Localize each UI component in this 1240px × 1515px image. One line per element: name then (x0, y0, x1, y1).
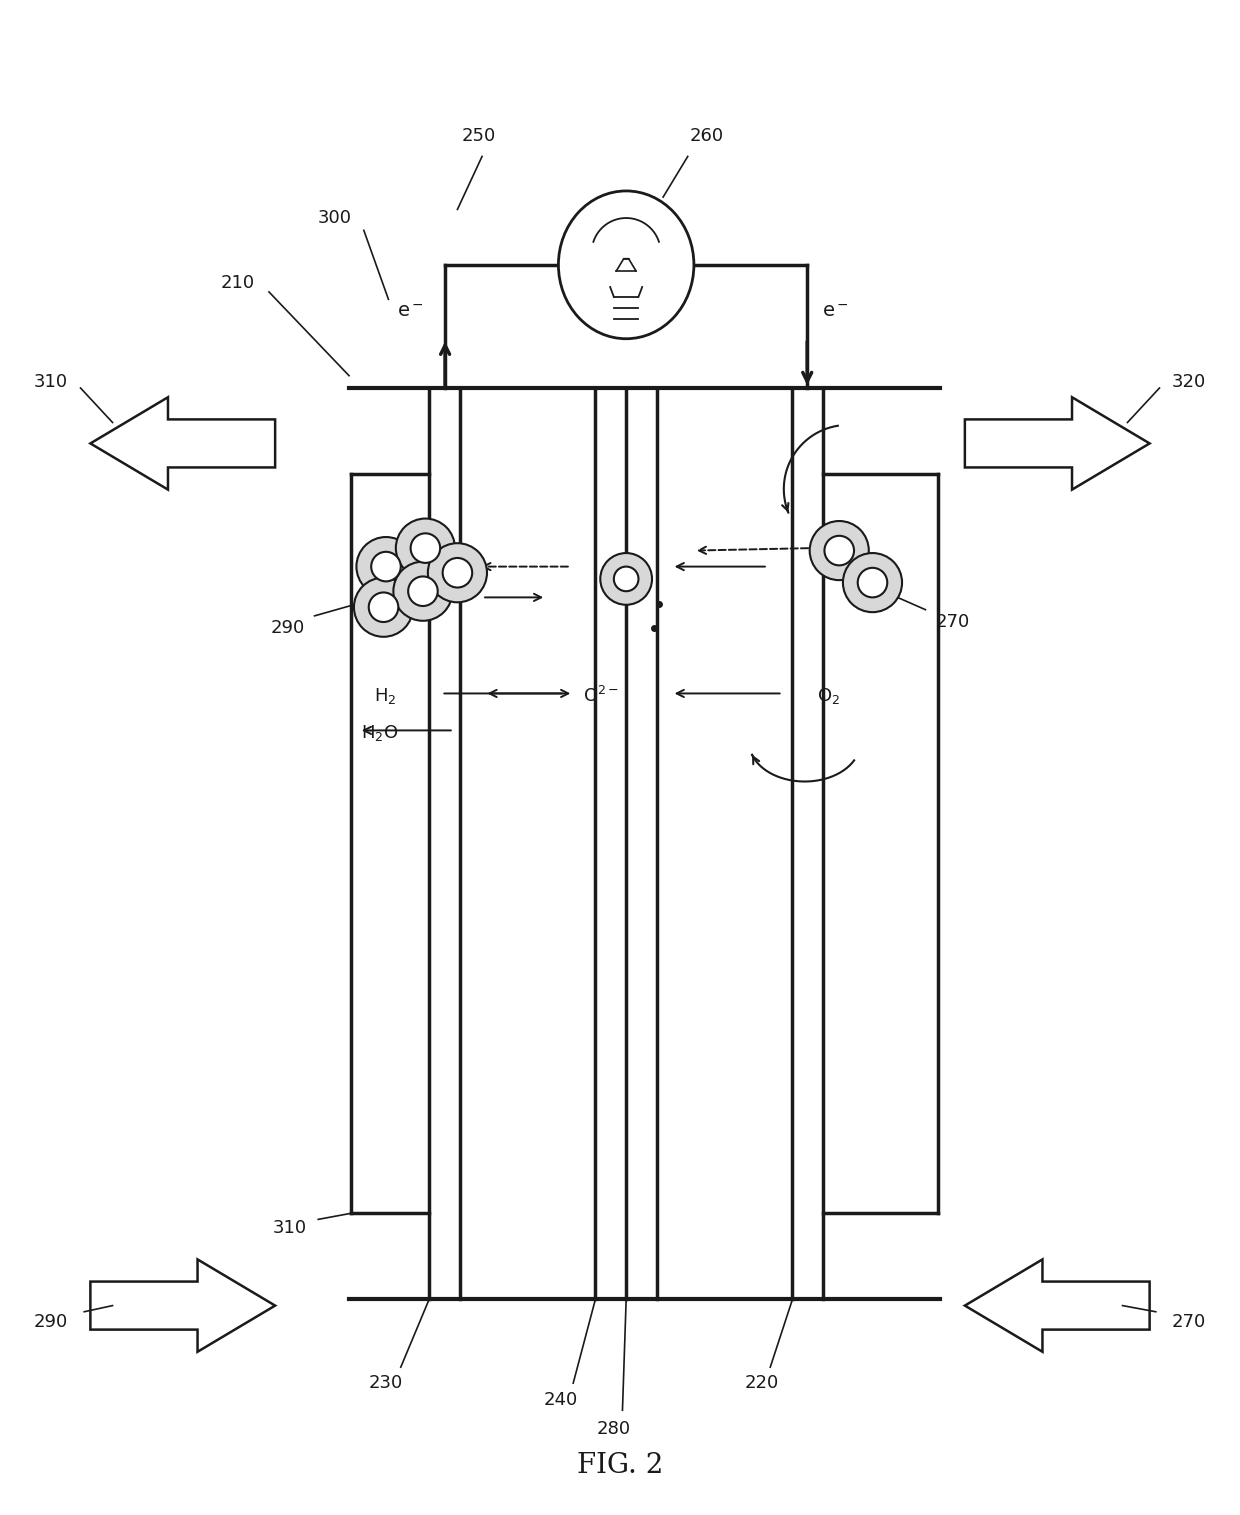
Text: 240: 240 (544, 1391, 578, 1409)
Text: 290: 290 (33, 1312, 68, 1330)
Text: H$_2$: H$_2$ (373, 686, 396, 706)
Text: 290: 290 (270, 620, 305, 638)
Circle shape (410, 533, 440, 564)
Text: 210: 210 (221, 274, 255, 292)
Text: e$^-$: e$^-$ (822, 301, 849, 321)
Text: 260: 260 (689, 127, 723, 144)
Text: e$^-$: e$^-$ (397, 301, 424, 321)
Circle shape (396, 518, 455, 577)
Circle shape (443, 558, 472, 588)
Circle shape (858, 568, 888, 597)
Circle shape (408, 576, 438, 606)
Circle shape (368, 592, 398, 623)
Text: H$_2$O: H$_2$O (361, 723, 399, 742)
Polygon shape (965, 397, 1149, 489)
Circle shape (810, 521, 869, 580)
Circle shape (825, 536, 854, 565)
Circle shape (614, 567, 639, 591)
Circle shape (843, 553, 901, 612)
Text: 300: 300 (317, 209, 351, 227)
Text: O$^{2-}$: O$^{2-}$ (584, 686, 620, 706)
Ellipse shape (558, 191, 694, 339)
Text: 280: 280 (596, 1420, 631, 1438)
Text: 220: 220 (744, 1374, 779, 1392)
Text: 250: 250 (461, 127, 496, 144)
Circle shape (393, 562, 453, 621)
Polygon shape (965, 1259, 1149, 1351)
Circle shape (428, 544, 487, 603)
Text: 230: 230 (368, 1374, 403, 1392)
Polygon shape (91, 1259, 275, 1351)
Text: 320: 320 (1172, 373, 1207, 391)
Circle shape (600, 553, 652, 604)
Polygon shape (91, 397, 275, 489)
Text: 310: 310 (33, 373, 68, 391)
Text: O$_2$: O$_2$ (817, 686, 841, 706)
Circle shape (353, 577, 413, 636)
Text: FIG. 2: FIG. 2 (577, 1453, 663, 1479)
Text: 270: 270 (935, 614, 970, 632)
Circle shape (371, 551, 401, 582)
Text: 270: 270 (1172, 1312, 1207, 1330)
Circle shape (356, 536, 415, 595)
Text: 310: 310 (273, 1220, 308, 1236)
